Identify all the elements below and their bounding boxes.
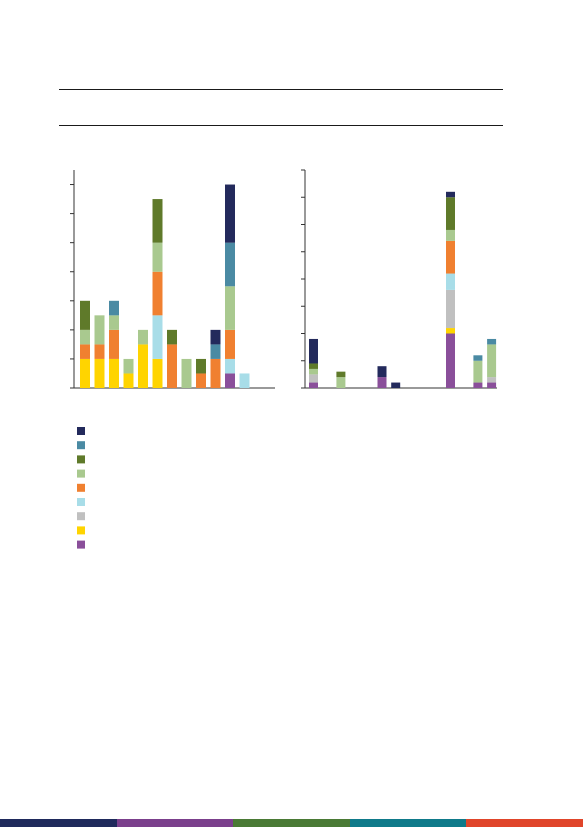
bar-segment-orange [225, 329, 235, 359]
bar-segment-yellow [109, 358, 119, 388]
bar-segment-sage [123, 358, 134, 374]
footer-segment-3 [233, 819, 350, 827]
bar-segment-orange [167, 344, 177, 388]
bar-segment-yellow [152, 358, 163, 388]
bar-segment-orange [94, 344, 105, 359]
bar-segment-olive [336, 371, 346, 378]
bar-segment-purple [225, 373, 235, 388]
bar-segment-purple [377, 377, 387, 388]
bar-segment-orange [196, 373, 206, 388]
bar-segment-yellow [123, 373, 134, 388]
right-stacked-bar-chart [301, 169, 497, 389]
bar-segment-grey [446, 289, 455, 329]
footer-segment-5 [466, 819, 583, 827]
bar-segment-olive [196, 358, 206, 374]
header-rule-bottom [59, 125, 503, 126]
legend-swatch-navy [77, 427, 85, 435]
bar-segment-olive [309, 363, 318, 369]
bar-segment-navy [309, 338, 318, 364]
bar-segment-sage [94, 315, 105, 345]
bar-segment-sage [181, 358, 192, 388]
legend-swatch-sage [77, 469, 85, 478]
bar-segment-olive [152, 199, 163, 243]
bar-segment-grey [309, 374, 318, 383]
bar-segment-purple [309, 382, 318, 388]
bar-segment-purple [446, 333, 455, 388]
bar-segment-sage [473, 360, 483, 383]
footer-segment-4 [349, 819, 467, 827]
legend-swatch-grey [77, 512, 85, 521]
bar-segment-teal [225, 242, 235, 287]
legend-swatch-teal [77, 441, 85, 450]
bar-segment-purple [487, 382, 497, 388]
footer-segment-1 [0, 819, 117, 827]
bar-segment-olive [167, 329, 177, 345]
bar-segment-olive [80, 300, 90, 330]
bar-segment-orange [152, 271, 163, 316]
bar-segment-teal [210, 344, 221, 359]
bar-segment-yellow [138, 344, 148, 388]
bar-segment-yellow [446, 328, 455, 334]
bar-segment-orange [210, 358, 221, 388]
legend-swatch-lightblue [77, 498, 85, 506]
bar-segment-lightblue [446, 273, 455, 290]
bar-segment-teal [109, 300, 119, 316]
bar-segment-sage [225, 286, 235, 330]
bar-segment-navy [225, 184, 235, 243]
bar-segment-navy [210, 329, 221, 345]
bar-segment-sage [109, 315, 119, 330]
bar-segment-orange [80, 344, 90, 359]
bar-segment-lightblue [239, 373, 250, 388]
bar-segment-orange [446, 240, 455, 274]
header-rule-top [59, 89, 503, 90]
bar-segment-grey [487, 377, 497, 383]
bar-segment-yellow [80, 358, 90, 388]
bar-segment-sage [80, 329, 90, 345]
bar-segment-teal [473, 355, 483, 361]
legend [77, 427, 85, 549]
bar-segment-lightblue [225, 358, 235, 374]
bar-segment-sage [487, 344, 497, 378]
legend-swatch-yellow [77, 526, 85, 535]
bar-segment-olive [446, 197, 455, 230]
bar-segment-sage [446, 229, 455, 241]
bar-segment-teal [487, 338, 497, 345]
footer-color-bar [0, 819, 583, 827]
legend-swatch-olive [77, 455, 85, 464]
legend-swatch-orange [77, 483, 85, 492]
bar-segment-navy [446, 191, 455, 198]
bar-segment-navy [377, 366, 387, 378]
bar-segment-orange [109, 329, 119, 359]
bar-segment-sage [152, 242, 163, 272]
bar-segment-sage [309, 368, 318, 375]
bar-segment-purple [473, 382, 483, 388]
legend-swatch-purple [77, 540, 85, 549]
bar-segment-sage [336, 377, 346, 388]
bar-segment-navy [391, 382, 401, 388]
bar-segment-yellow [94, 358, 105, 388]
left-stacked-bar-chart [70, 170, 275, 389]
bar-segment-sage [138, 329, 148, 345]
footer-segment-2 [116, 819, 234, 827]
bar-segment-lightblue [152, 315, 163, 359]
